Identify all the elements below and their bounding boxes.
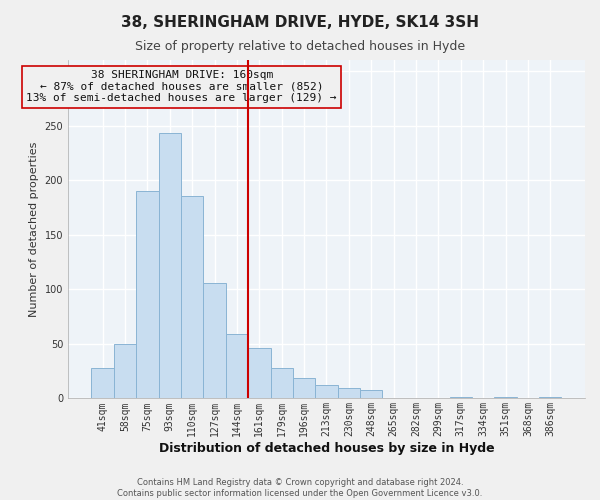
Bar	[226, 334, 248, 398]
Bar	[114, 344, 136, 399]
Text: Size of property relative to detached houses in Hyde: Size of property relative to detached ho…	[135, 40, 465, 53]
Text: Contains HM Land Registry data © Crown copyright and database right 2024.
Contai: Contains HM Land Registry data © Crown c…	[118, 478, 482, 498]
Bar	[181, 196, 203, 398]
Bar	[136, 191, 158, 398]
X-axis label: Distribution of detached houses by size in Hyde: Distribution of detached houses by size …	[158, 442, 494, 455]
Bar	[271, 368, 293, 398]
Bar	[338, 388, 360, 398]
Text: 38, SHERINGHAM DRIVE, HYDE, SK14 3SH: 38, SHERINGHAM DRIVE, HYDE, SK14 3SH	[121, 15, 479, 30]
Bar	[315, 386, 338, 398]
Bar	[248, 348, 271, 399]
Bar	[91, 368, 114, 398]
Y-axis label: Number of detached properties: Number of detached properties	[29, 142, 39, 317]
Bar	[203, 282, 226, 399]
Text: 38 SHERINGHAM DRIVE: 160sqm
← 87% of detached houses are smaller (852)
13% of se: 38 SHERINGHAM DRIVE: 160sqm ← 87% of det…	[26, 70, 337, 103]
Bar	[360, 390, 382, 398]
Bar	[158, 133, 181, 398]
Bar	[293, 378, 315, 398]
